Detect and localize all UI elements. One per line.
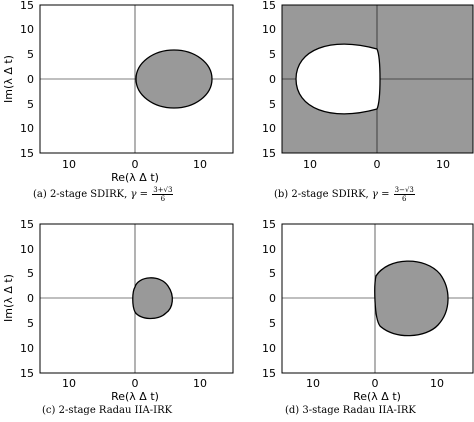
panel-b-plot [281,4,474,154]
panel-d-xtick-2: 10 [430,377,444,390]
panel-a-ytick-5: 10 [20,122,34,135]
panel-d-ytick-2: 5 [269,267,276,280]
panel-d-xlabel: Re(λ Δ t) [353,390,401,403]
panel-b-xtick-2: 10 [436,158,450,171]
panel-a-ytick-6: 15 [20,147,34,160]
panel-c-xtick-0: 10 [62,377,76,390]
panel-b-ytick-1: 10 [262,23,276,36]
panel-a-plot [39,4,234,154]
caption-a-eq: = [136,189,152,200]
caption-a-denominator: 6 [160,195,166,203]
panel-d-ytick-5: 10 [262,342,276,355]
panel-a-ytick-3: 0 [27,73,34,86]
panel-b-unstable-region [295,43,381,115]
panel-a-ytick-0: 15 [20,0,34,12]
caption-b-numerator: 3−√3 [393,186,415,195]
panel-a-frame [39,4,234,154]
panel-b-ytick-6: 15 [262,147,276,160]
panel-d-ytick-6: 15 [262,367,276,380]
caption-a-text: (a) 2-stage SDIRK, [33,189,131,200]
panel-c-xlabel: Re(λ Δ t) [111,390,159,403]
panel-c-ytick-3: 0 [27,292,34,305]
panel-a-stability-region [135,49,213,109]
panel-b-ytick-2: 5 [269,48,276,61]
panel-d-frame [281,223,474,374]
caption-b-fraction: 3−√3 6 [393,186,415,203]
panel-c-ylabel: Im(λ Δ t) [2,274,15,322]
caption-c-text: (c) 2-stage Radau IIA-IRK [42,405,173,416]
panel-a-xtick-2: 10 [193,158,207,171]
panel-c-ytick-0: 15 [20,218,34,231]
caption-c: (c) 2-stage Radau IIA-IRK [42,405,172,416]
panel-d-plot [281,223,474,374]
caption-a-fraction: 3+√3 6 [152,186,174,203]
panel-d-xtick-1: 0 [372,377,379,390]
panel-c-ytick-5: 10 [20,342,34,355]
panel-b-ytick-3: 0 [269,73,276,86]
panel-a-xlabel: Re(λ Δ t) [111,171,159,184]
panel-b-ytick-0: 15 [262,0,276,12]
panel-d-ytick-3: 0 [269,292,276,305]
panel-d-ytick-0: 15 [262,218,276,231]
panel-c-frame [39,223,234,374]
panel-b-ytick-4: 5 [269,98,276,111]
panel-d-ytick-1: 10 [262,243,276,256]
caption-b-text: (b) 2-stage SDIRK, [274,189,372,200]
panel-a-xtick-0: 10 [62,158,76,171]
panel-a-xtick-1: 0 [132,158,139,171]
panel-a-ytick-4: 5 [27,98,34,111]
panel-d-stability-region [374,260,449,337]
caption-d: (d) 3-stage Radau IIA-IRK [285,405,416,416]
panel-d-ytick-4: 5 [269,317,276,330]
panel-c-ytick-4: 5 [27,317,34,330]
caption-a-numerator: 3+√3 [152,186,174,195]
caption-a-gamma: γ [130,189,137,200]
caption-b-eq: = [377,189,393,200]
panel-d-xtick-0: 10 [306,377,320,390]
panel-c-plot [39,223,234,374]
caption-a: (a) 2-stage SDIRK, γ = 3+√3 6 [33,186,174,203]
panel-c-ytick-6: 15 [20,367,34,380]
panel-b-xtick-1: 0 [374,158,381,171]
caption-d-text: (d) 3-stage Radau IIA-IRK [285,405,416,416]
panel-a-ytick-2: 5 [27,48,34,61]
panel-c-ytick-2: 5 [27,267,34,280]
caption-b: (b) 2-stage SDIRK, γ = 3−√3 6 [274,186,415,203]
panel-c-xtick-2: 10 [193,377,207,390]
panel-a-ylabel: Im(λ Δ t) [2,55,15,103]
panel-c-ytick-1: 10 [20,243,34,256]
caption-b-gamma: γ [371,189,378,200]
caption-b-denominator: 6 [402,195,407,203]
panel-b-shaded-region [281,4,474,154]
panel-c-xtick-1: 0 [132,377,139,390]
panel-c-stability-region [132,277,173,320]
panel-a-ytick-1: 10 [20,23,34,36]
panel-b-ytick-5: 10 [262,122,276,135]
panel-b-xtick-0: 10 [303,158,317,171]
